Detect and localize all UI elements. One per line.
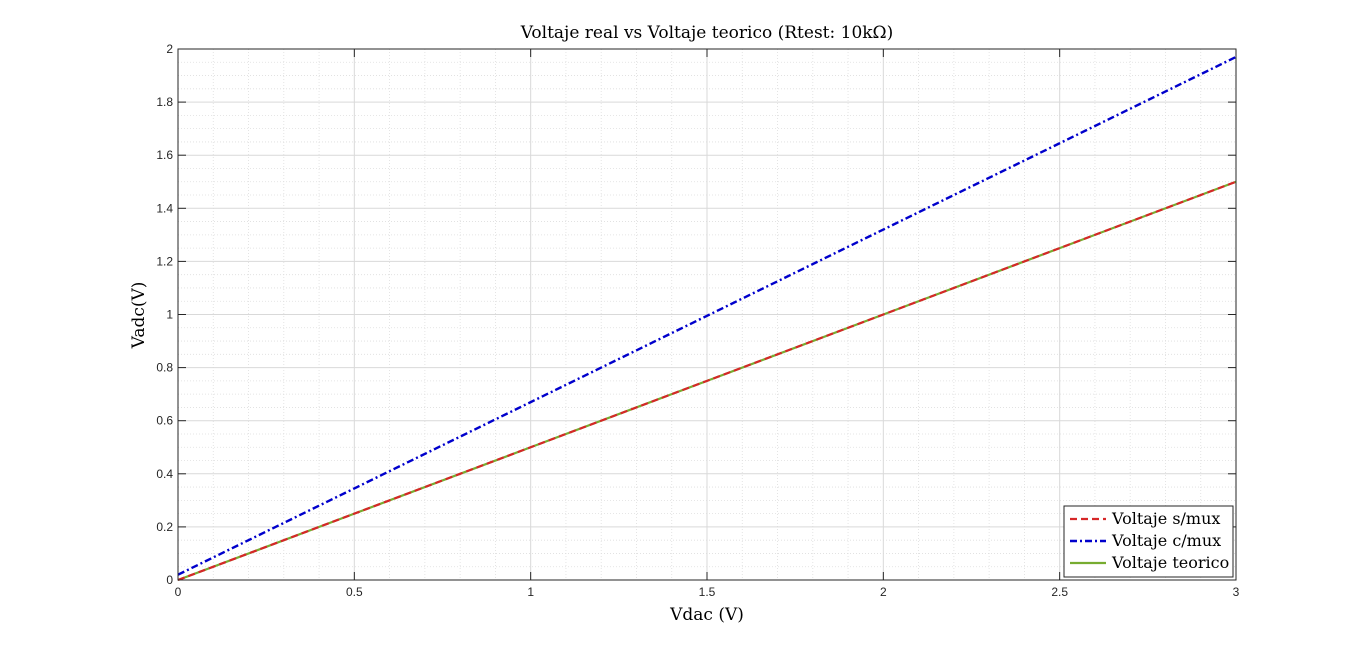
- series-line-voltaje-c-mux: [177, 55, 1237, 576]
- y-tick-label: 0.8: [156, 361, 173, 375]
- x-axis-label: Vdac (V): [669, 605, 744, 625]
- x-tick-label: 2.5: [1051, 585, 1068, 599]
- plot-layer: 0 0.5 1 1.5 2 2.5 3 0 0.2 0.4 0.6 0.8 1 1.2 1.4 1.6 1.8 2…: [156, 42, 1239, 599]
- y-tick-label: 0.2: [156, 520, 173, 534]
- legend-label: Voltaje c/mux: [1111, 531, 1221, 550]
- x-tick-label: 0: [175, 585, 182, 599]
- y-tick-label: 1.2: [156, 254, 173, 268]
- y-axis-label: Vadc(V): [129, 282, 149, 350]
- x-tick-label: 2: [880, 585, 887, 599]
- y-tick-label: 0: [166, 573, 173, 587]
- y-tick-label: 1.4: [156, 201, 173, 215]
- tick-marks: [177, 48, 1237, 581]
- x-tick-label: 1: [527, 585, 534, 599]
- x-tick-label: 1.5: [699, 585, 716, 599]
- legend: Voltaje s/mux Voltaje c/mux Voltaje teoric…: [1063, 505, 1234, 578]
- y-tick-label: 1.8: [156, 95, 173, 109]
- legend-box: [1063, 505, 1234, 578]
- y-tick-label: 1: [166, 308, 173, 322]
- series-line-voltaje-s-mux: [177, 180, 1237, 582]
- legend-label: Voltaje teorico: [1111, 553, 1229, 572]
- legend-label: Voltaje s/mux: [1111, 509, 1220, 528]
- chart-title: Voltaje real vs Voltaje teorico (Rtest: …: [520, 23, 894, 43]
- y-tick-label: 0.4: [156, 467, 173, 481]
- y-tick-label: 1.6: [156, 148, 173, 162]
- x-tick-label: 3: [1233, 585, 1240, 599]
- y-tick-label: 2: [166, 42, 173, 56]
- x-tick-label: 0.5: [346, 585, 363, 599]
- y-tick-label: 0.6: [156, 414, 173, 428]
